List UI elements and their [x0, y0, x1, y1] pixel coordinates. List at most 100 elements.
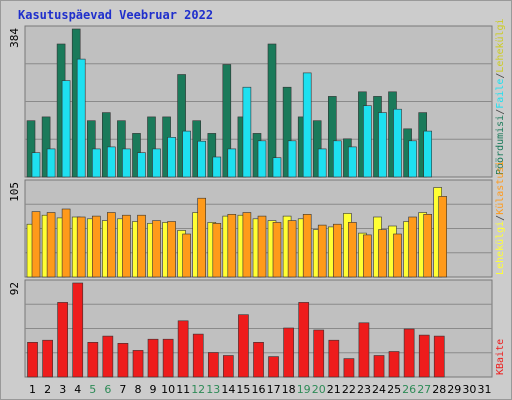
x-tick-label: 28: [432, 383, 446, 396]
middle-legend: Lehekülgi/Külastusi: [495, 161, 506, 275]
bar: [212, 223, 222, 278]
bar: [373, 355, 385, 378]
x-tick-label: 1: [29, 383, 36, 396]
x-tick-label: 4: [74, 383, 81, 396]
bar: [363, 105, 372, 178]
bar: [61, 208, 71, 278]
bar: [162, 338, 174, 378]
bar: [408, 216, 417, 278]
bar: [46, 212, 56, 278]
bar: [76, 216, 86, 278]
bar: [102, 112, 111, 178]
x-tick-label: 20: [312, 383, 326, 396]
bar: [92, 215, 101, 278]
legend-entry: Faile: [495, 79, 506, 109]
bar: [27, 341, 38, 378]
bar: [257, 215, 267, 278]
x-tick-label: 5: [89, 383, 96, 396]
bar: [348, 222, 357, 278]
bar: [61, 80, 71, 178]
bar: [332, 140, 342, 178]
bar: [137, 152, 146, 178]
bar: [122, 214, 131, 278]
bar: [197, 140, 206, 178]
bar: [177, 74, 186, 178]
bar: [363, 234, 372, 278]
legend-entry: Lehekülgi: [495, 221, 506, 275]
x-tick-label: 29: [447, 383, 461, 396]
legend-entry: /: [495, 109, 506, 115]
bar: [328, 339, 340, 378]
bar: [282, 86, 292, 178]
bar: [92, 148, 101, 178]
bar: [272, 222, 282, 278]
x-tick-label: 31: [478, 383, 492, 396]
legend-entry: KBaite: [495, 339, 506, 375]
bar: [302, 72, 312, 178]
bar: [192, 333, 204, 378]
bar: [167, 137, 176, 178]
legend-entry: Pöördumisi: [495, 115, 506, 175]
bar: [332, 223, 342, 278]
x-tick-label: 9: [150, 383, 157, 396]
bar: [403, 328, 415, 378]
bar: [197, 197, 206, 278]
x-tick-label: 25: [387, 383, 401, 396]
legend-entry: /: [495, 73, 506, 79]
bar: [378, 112, 387, 178]
bar: [267, 43, 277, 178]
x-tick-label: 2: [44, 383, 51, 396]
bar: [46, 148, 56, 178]
x-tick-label: 24: [372, 383, 386, 396]
bar: [31, 211, 41, 278]
legend-entry: Lehekülgi: [495, 18, 506, 72]
x-tick-label: 14: [221, 383, 235, 396]
bar: [182, 130, 191, 178]
bar: [268, 356, 279, 378]
bar: [212, 156, 222, 178]
bar: [438, 196, 448, 278]
bar: [207, 133, 217, 178]
x-tick-label: 17: [267, 383, 281, 396]
bar: [242, 212, 252, 278]
bar: [287, 220, 297, 278]
bar: [31, 152, 41, 178]
bar: [327, 96, 337, 178]
bar: [418, 334, 430, 378]
bottom-legend: KBaite: [495, 339, 506, 375]
y-max-label: 92: [8, 282, 21, 295]
bar: [378, 229, 387, 278]
bar: [222, 64, 232, 178]
bar: [317, 224, 327, 278]
bar: [87, 341, 99, 378]
bar: [257, 140, 267, 178]
bar: [343, 358, 355, 378]
x-tick-label: 18: [282, 383, 296, 396]
bar: [393, 233, 402, 278]
bar: [41, 116, 51, 178]
legend-entry: Külastusi: [495, 161, 506, 215]
x-tick-label: 12: [191, 383, 205, 396]
bar: [57, 302, 68, 378]
x-axis: 1 2 3 4 5 6 7 8 9 10 11 12 13 14 15 16 17 18 19 20 21 22 23 24 2…: [29, 383, 492, 396]
x-tick-label: 23: [357, 383, 371, 396]
bar: [152, 220, 161, 278]
x-tick-label: 15: [236, 383, 250, 396]
bar: [317, 148, 327, 178]
bar: [208, 352, 219, 378]
bar: [223, 355, 234, 378]
top-legend: Pöördumisi/Faile/Lehekülgi: [495, 18, 506, 175]
bar: [272, 157, 282, 178]
x-tick-label: 26: [402, 383, 416, 396]
bar: [117, 342, 129, 378]
x-tick-label: 13: [206, 383, 220, 396]
bar: [107, 212, 116, 278]
bar: [26, 120, 36, 178]
bar: [393, 108, 402, 178]
bar: [283, 327, 294, 378]
bar: [42, 339, 53, 378]
x-tick-label: 6: [104, 383, 111, 396]
bar: [182, 233, 191, 278]
